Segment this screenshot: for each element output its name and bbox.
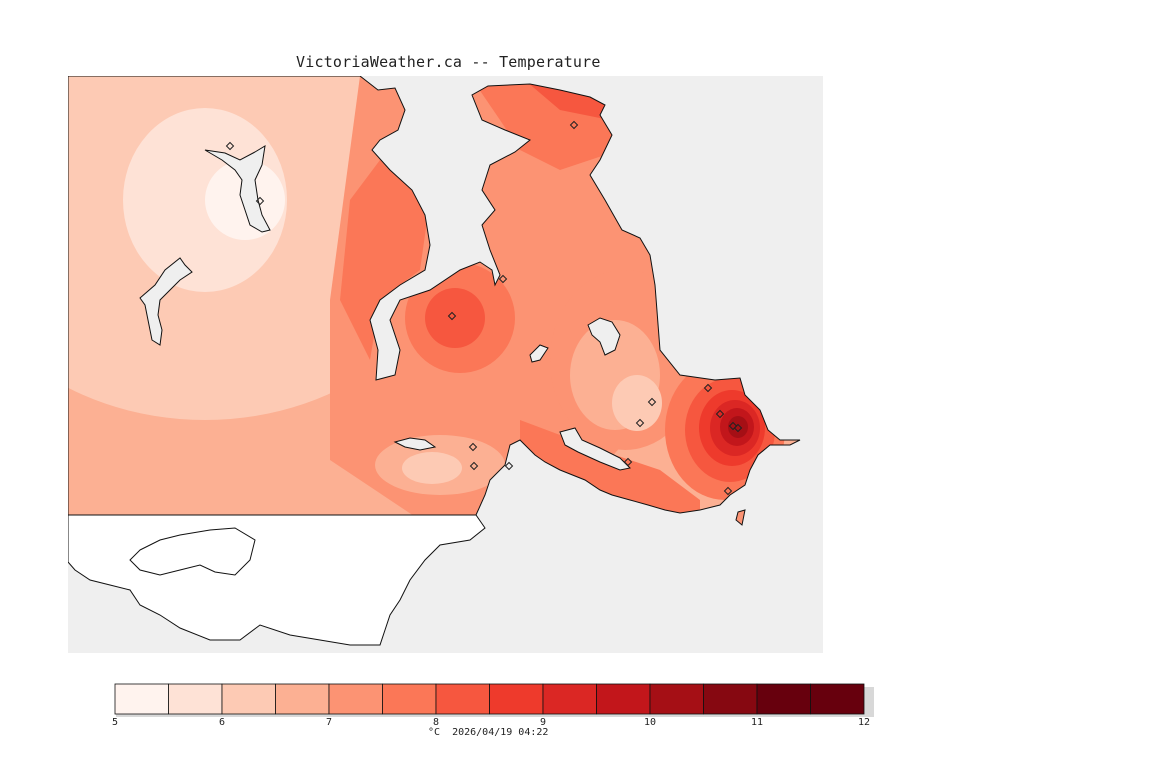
colorbar-tick-label: 5 (111, 717, 119, 728)
station-marker[interactable] (733, 423, 743, 433)
station-marker[interactable] (468, 442, 478, 452)
island-small (735, 509, 746, 526)
map-title: VictoriaWeather.ca -- Temperature (296, 53, 601, 71)
colorbar-swatch (489, 683, 544, 715)
station-marker[interactable] (703, 383, 713, 393)
station-markers (225, 120, 743, 496)
colorbar-swatch (703, 683, 758, 715)
station-marker[interactable] (498, 274, 508, 284)
station-marker[interactable] (225, 141, 235, 151)
station-marker[interactable] (447, 311, 457, 321)
lake-3 (587, 317, 621, 356)
lake-1 (204, 145, 271, 233)
colorbar-swatches (114, 683, 865, 715)
colorbar-swatch (649, 683, 704, 715)
station-marker[interactable] (635, 418, 645, 428)
lake-4 (529, 344, 549, 363)
colorbar-tick-label: 7 (325, 717, 333, 728)
station-marker[interactable] (728, 421, 738, 431)
colorbar-swatch (810, 683, 865, 715)
station-marker[interactable] (623, 457, 633, 467)
station-marker[interactable] (569, 120, 579, 130)
colorbar (114, 683, 874, 717)
colorbar-swatch (382, 683, 437, 715)
colorbar-tick-label: 12 (857, 717, 871, 728)
lake-5 (393, 437, 437, 451)
colorbar-tick-label: 10 (643, 717, 657, 728)
colorbar-swatch (221, 683, 276, 715)
lake-2 (139, 257, 193, 346)
colorbar-swatch (435, 683, 490, 715)
colorbar-swatch (542, 683, 597, 715)
colorbar-tick-label: 11 (750, 717, 764, 728)
colorbar-tick-label: 9 (539, 717, 547, 728)
colorbar-swatch (596, 683, 651, 715)
temperature-map[interactable] (68, 76, 823, 653)
colorbar-swatch (114, 683, 169, 715)
legend-caption: °C 2026/04/19 04:22 (428, 727, 549, 738)
colorbar-swatch (328, 683, 383, 715)
station-marker[interactable] (647, 397, 657, 407)
mainland-coast-detail (129, 527, 256, 576)
temperature-field (68, 76, 800, 515)
colorbar-swatch (756, 683, 811, 715)
station-marker[interactable] (715, 409, 725, 419)
colorbar-swatch (168, 683, 223, 715)
station-marker[interactable] (723, 486, 733, 496)
station-marker[interactable] (504, 461, 514, 471)
station-marker[interactable] (469, 461, 479, 471)
colorbar-tick-label: 6 (218, 717, 226, 728)
harbour-inlet (559, 427, 632, 471)
colorbar-tick-label: 8 (432, 717, 440, 728)
temperature-legend: 5 6 7 8 9 10 11 12 (111, 683, 874, 743)
colorbar-swatch (275, 683, 330, 715)
station-marker[interactable] (255, 196, 265, 206)
